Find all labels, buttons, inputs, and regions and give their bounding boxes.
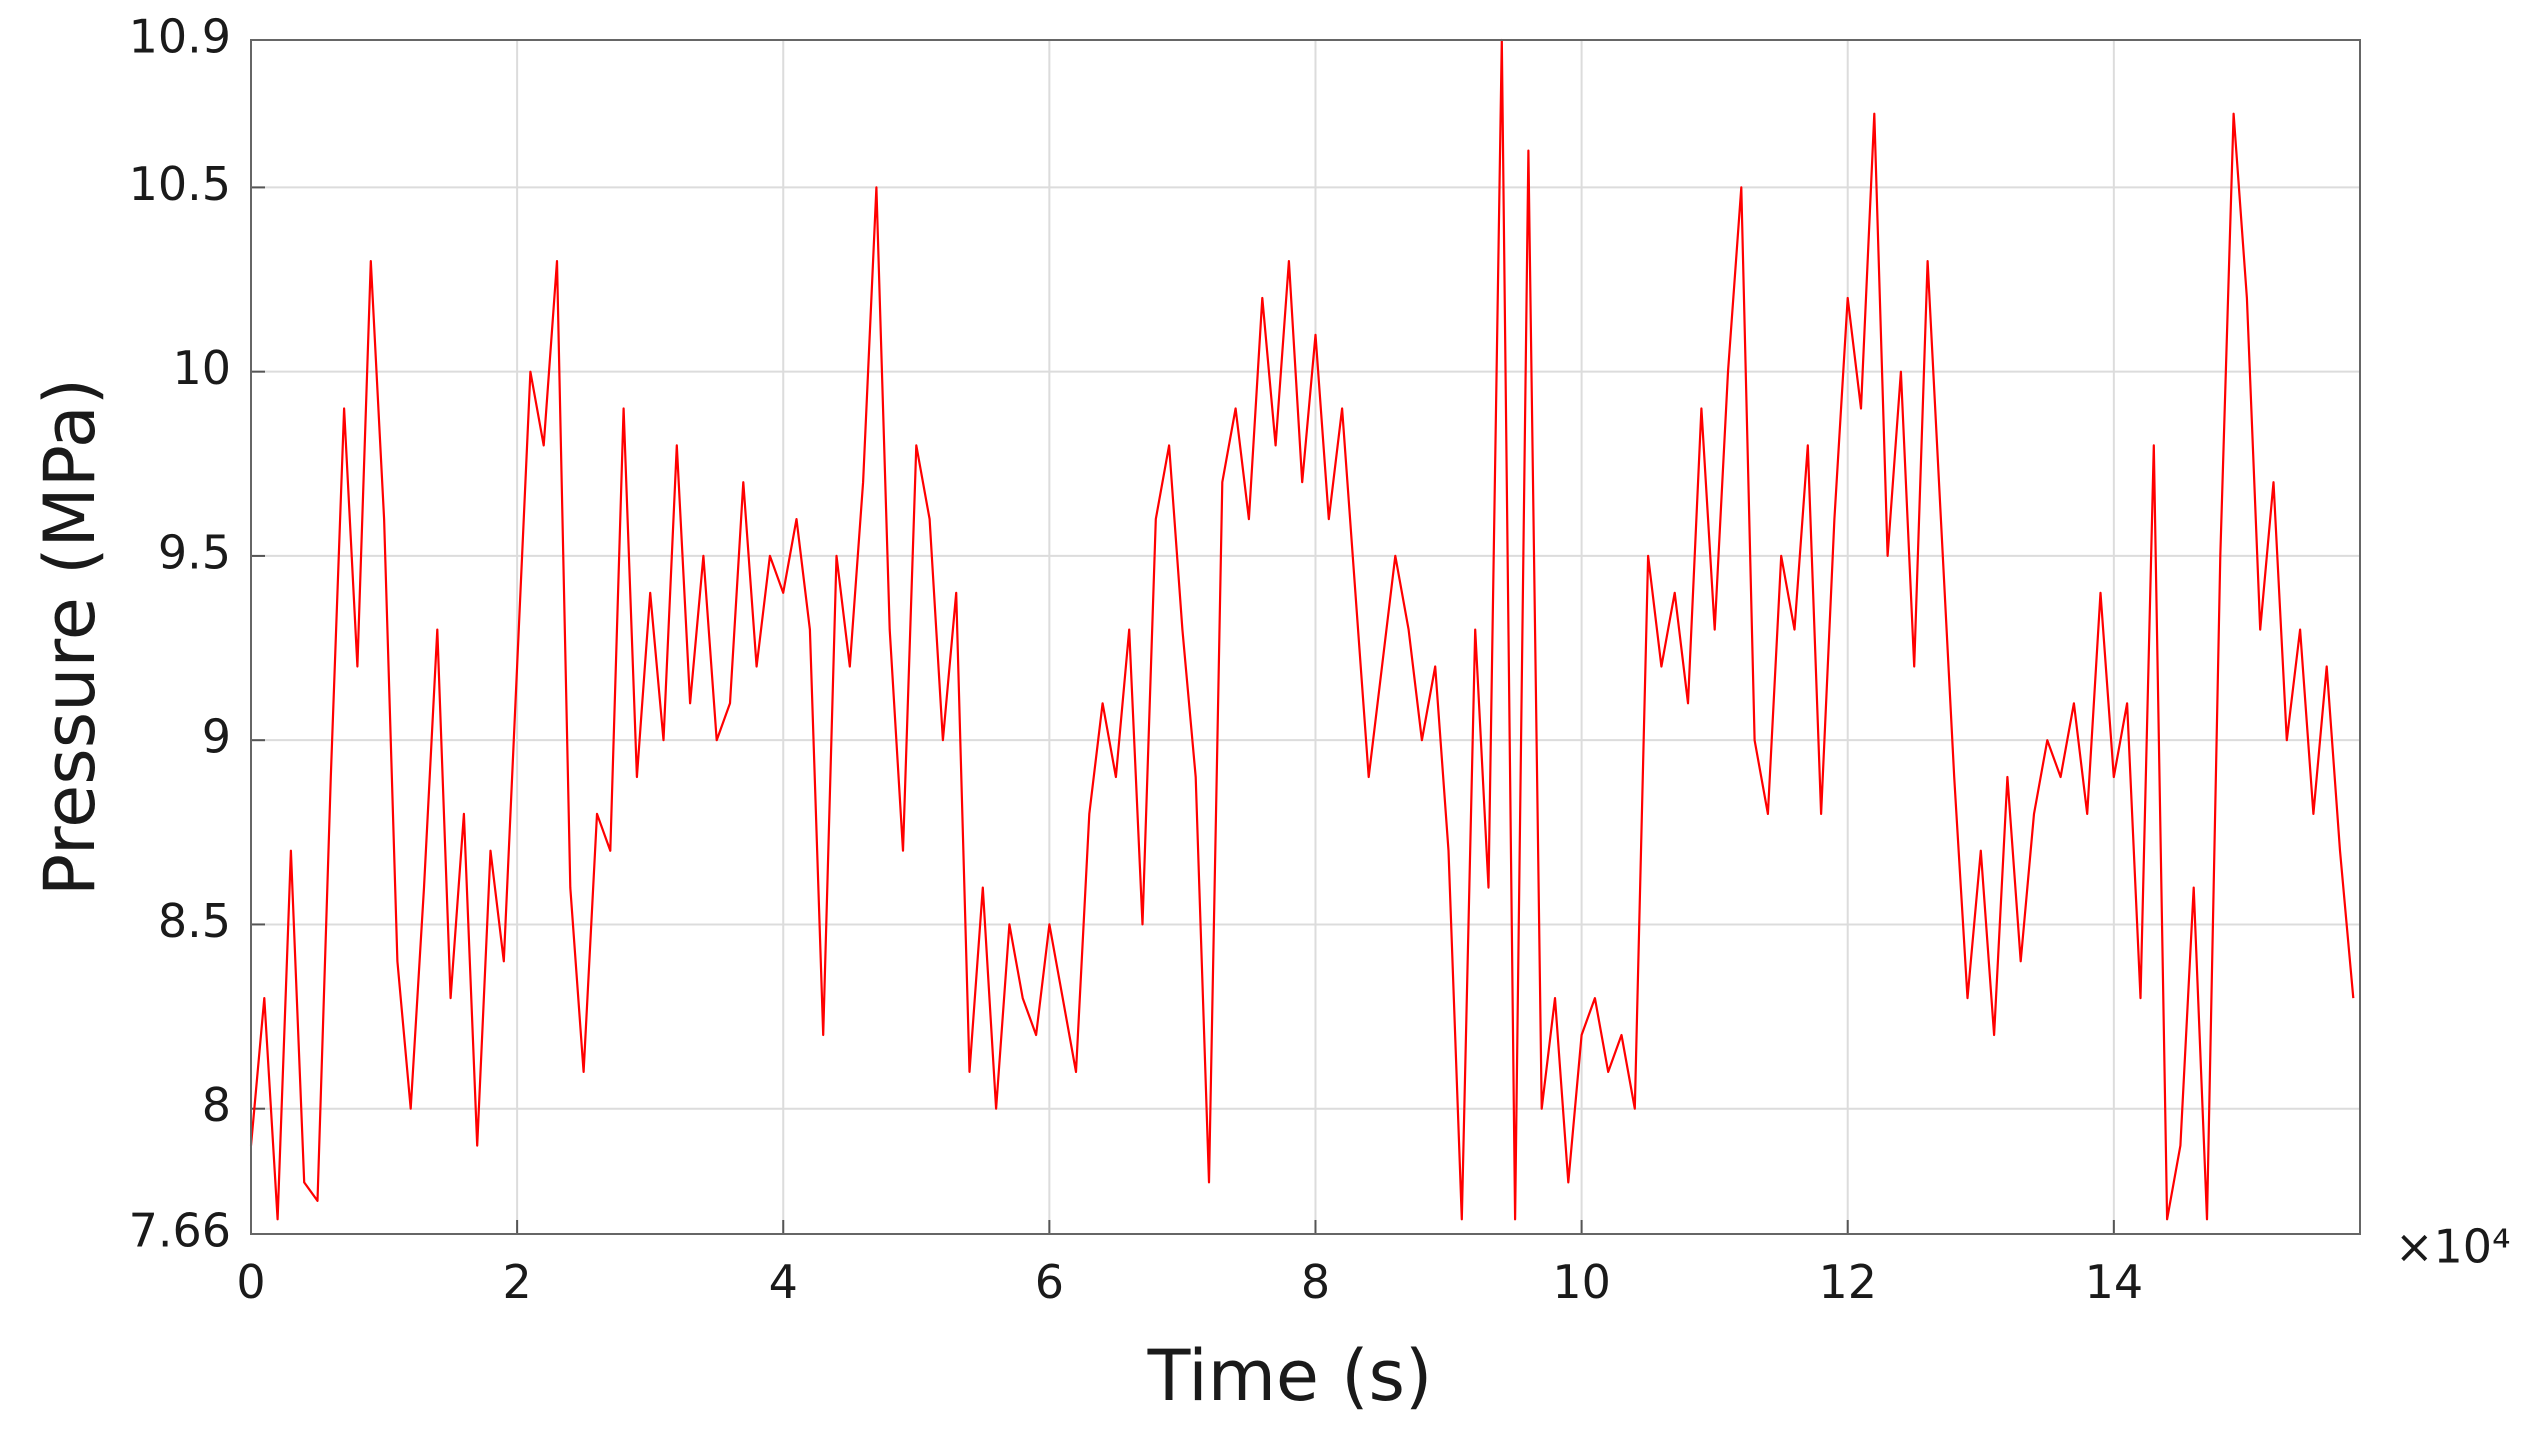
y-tick-label: 7.66 xyxy=(129,1204,231,1258)
y-tick-label: 10 xyxy=(172,341,231,395)
y-tick-label: 10.9 xyxy=(129,10,231,64)
y-tick-label: 8.5 xyxy=(158,894,231,948)
y-tick-label: 9 xyxy=(202,710,231,764)
x-tick-label: 0 xyxy=(236,1255,265,1309)
x-tick-label: 8 xyxy=(1301,1255,1330,1309)
x-tick-label: 12 xyxy=(1818,1255,1877,1309)
x-multiplier: ×10⁴ xyxy=(2395,1220,2511,1274)
y-tick-label: 8 xyxy=(202,1078,231,1132)
x-axis-label: Time (s) xyxy=(1147,1335,1433,1417)
plot-frame xyxy=(250,39,2361,1235)
x-tick-label: 6 xyxy=(1035,1255,1064,1309)
data-line xyxy=(249,38,2355,1221)
y-tick-label: 10.5 xyxy=(129,157,231,211)
x-tick-label: 2 xyxy=(502,1255,531,1309)
x-tick-label: 14 xyxy=(2085,1255,2144,1309)
x-tick-label: 4 xyxy=(769,1255,798,1309)
y-axis-label: Pressure (MPa) xyxy=(29,378,111,896)
y-tick-label: 9.5 xyxy=(158,525,231,579)
x-tick-label: 10 xyxy=(1552,1255,1611,1309)
